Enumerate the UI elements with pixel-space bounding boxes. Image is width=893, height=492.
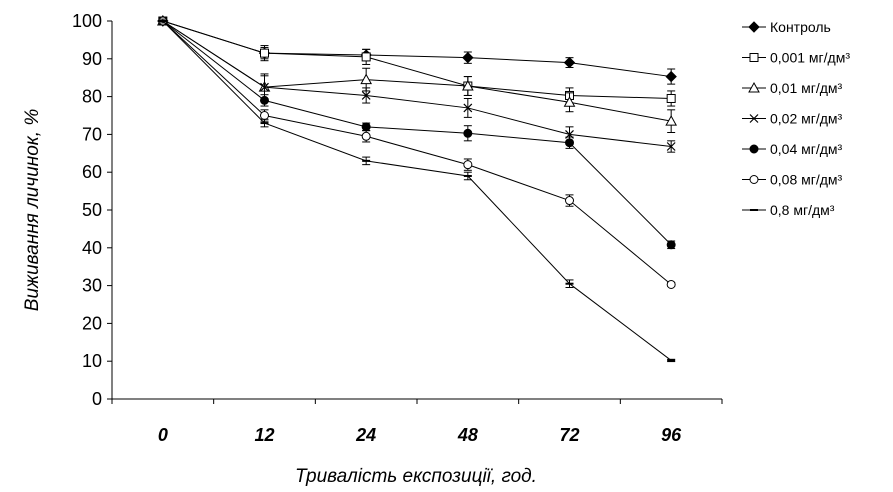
legend-item: 0,001 мг/дм³	[742, 50, 850, 66]
data-point	[461, 79, 474, 91]
data-point	[361, 122, 371, 132]
y-tick-label: 30	[82, 276, 102, 296]
legend-label: 0,08 мг/дм³	[770, 172, 843, 188]
legend: Контроль 0,001 мг/дм³ 0,01 мг/дм³ 0,02 мг/д…	[742, 19, 850, 218]
legend-label: 0,01 мг/дм³	[770, 80, 843, 96]
data-point	[463, 103, 473, 113]
series	[158, 16, 676, 153]
data-point	[666, 93, 676, 103]
axes	[111, 21, 722, 400]
data-point	[361, 131, 371, 141]
data-point	[749, 114, 759, 123]
series-line	[162, 20, 672, 361]
series-line	[162, 20, 672, 78]
series-layer	[156, 14, 678, 363]
data-point	[463, 160, 473, 170]
series	[158, 16, 676, 107]
y-tick-label: 20	[82, 313, 102, 333]
data-point	[360, 73, 373, 85]
legend-label: 0,001 мг/дм³	[770, 50, 850, 66]
legend-item: 0,02 мг/дм³	[742, 111, 843, 127]
x-tick-label: 96	[661, 425, 682, 445]
y-tick-label: 60	[82, 162, 102, 182]
data-point	[463, 128, 473, 138]
x-tick-label: 48	[457, 425, 478, 445]
legend-label: 0,8 мг/дм³	[770, 202, 835, 218]
series-line	[162, 20, 672, 147]
data-point	[563, 56, 576, 69]
data-point	[361, 91, 371, 100]
x-ticks: 0 12 24 48 72 96	[111, 399, 723, 445]
data-point	[748, 81, 760, 93]
legend-item: 0,01 мг/дм³	[742, 80, 843, 96]
data-point	[666, 279, 676, 289]
data-point	[565, 138, 574, 148]
data-point	[665, 115, 678, 126]
legend-label: 0,04 мг/дм³	[770, 141, 843, 157]
y-tick-label: 50	[82, 200, 102, 220]
series	[158, 16, 676, 289]
y-ticks: 0 10 20 30 40 50 60 70 80 90 100	[72, 11, 112, 409]
data-point	[565, 196, 574, 206]
y-tick-label: 10	[82, 351, 102, 371]
data-point	[260, 48, 269, 58]
y-tick-label: 100	[72, 11, 102, 31]
x-tick-label: 72	[559, 425, 579, 445]
data-point	[563, 96, 576, 107]
data-point	[462, 51, 474, 64]
series-line	[162, 20, 672, 99]
x-axis-title: Тривалість експозиції, год.	[295, 466, 537, 487]
x-tick-label: 12	[254, 425, 274, 445]
legend-item: 0,8 мг/дм³	[742, 202, 835, 218]
series	[158, 18, 676, 363]
data-point	[749, 144, 759, 154]
data-point	[749, 175, 759, 184]
legend-item: 0,04 мг/дм³	[742, 141, 843, 157]
data-point	[260, 111, 269, 120]
x-tick-label: 24	[355, 425, 376, 445]
legend-item: Контроль	[742, 19, 831, 35]
series	[157, 15, 677, 85]
data-point	[665, 70, 677, 83]
data-point	[666, 240, 676, 250]
y-tick-label: 70	[82, 124, 102, 144]
data-point	[666, 142, 676, 151]
y-tick-label: 80	[82, 87, 102, 107]
y-tick-label: 90	[82, 49, 102, 69]
data-point	[748, 21, 760, 33]
x-tick-label: 0	[158, 425, 168, 445]
legend-label: 0,02 мг/дм³	[770, 111, 843, 127]
series	[156, 14, 678, 134]
data-point	[260, 82, 269, 92]
y-tick-label: 40	[82, 238, 102, 258]
series-line	[162, 20, 672, 285]
data-point	[361, 52, 371, 62]
series-line	[162, 20, 672, 246]
data-point	[260, 95, 269, 105]
series	[158, 16, 676, 250]
y-tick-label: 0	[92, 389, 102, 409]
legend-label: Контроль	[770, 19, 831, 35]
y-axis-title: Виживання личинок, %	[22, 109, 43, 312]
legend-item: 0,08 мг/дм³	[742, 172, 843, 188]
data-point	[749, 53, 759, 62]
